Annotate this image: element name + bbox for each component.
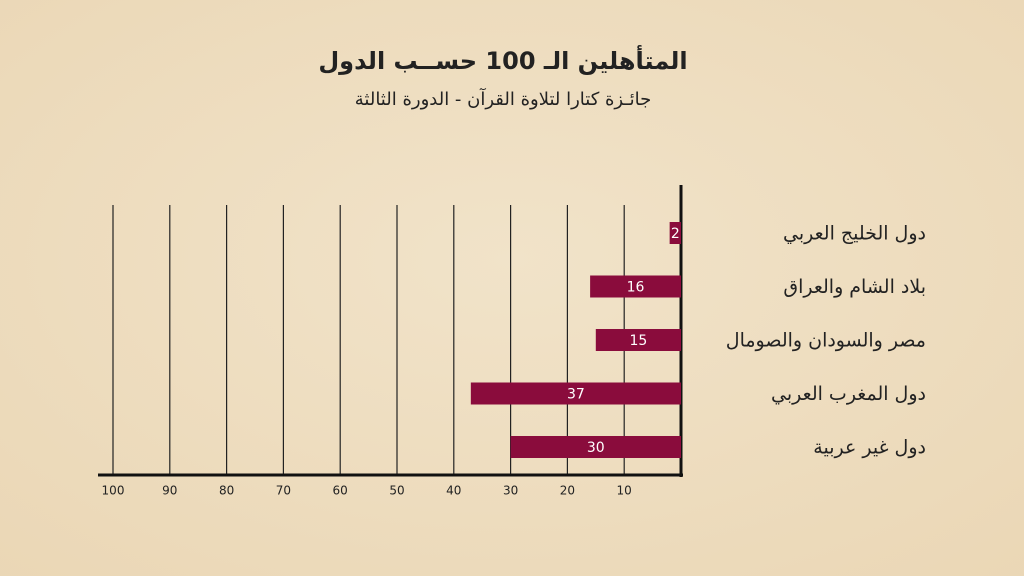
x-tick-label: 70 (276, 484, 291, 498)
bar-value-label: 37 (567, 387, 585, 403)
x-tick-label: 10 (617, 484, 632, 498)
bar-value-label: 30 (587, 440, 605, 456)
x-tick-label: 40 (446, 484, 461, 498)
bar-value-label: 15 (629, 333, 647, 349)
y-tick-label: دول المغرب العربي (771, 383, 926, 405)
x-tick-label: 80 (219, 484, 234, 498)
bar-value-label: 2 (671, 226, 680, 242)
y-tick-label: بلاد الشام والعراق (783, 276, 926, 298)
chart-title: المتأهلين الـ 100 حســب الدول (318, 45, 687, 75)
bar (590, 275, 681, 298)
x-tick-label: 50 (389, 484, 404, 498)
y-tick-label: دول غير عربية (813, 437, 926, 459)
x-tick-label: 90 (162, 484, 177, 498)
bar (510, 436, 681, 458)
bar (595, 329, 681, 351)
x-tick-label: 60 (333, 484, 348, 498)
x-tick-label: 20 (560, 484, 575, 498)
bar (669, 222, 681, 244)
y-tick-label: دول الخليج العربي (783, 223, 926, 245)
y-tick-label: مصر والسودان والصومال (726, 330, 926, 352)
bar (470, 382, 681, 405)
chart-subtitle: جائـزة كتارا لتلاوة القرآن - الدورة الثا… (355, 87, 652, 110)
x-tick-label: 100 (102, 484, 125, 498)
bar-value-label: 16 (627, 280, 645, 296)
x-tick-label: 30 (503, 484, 518, 498)
